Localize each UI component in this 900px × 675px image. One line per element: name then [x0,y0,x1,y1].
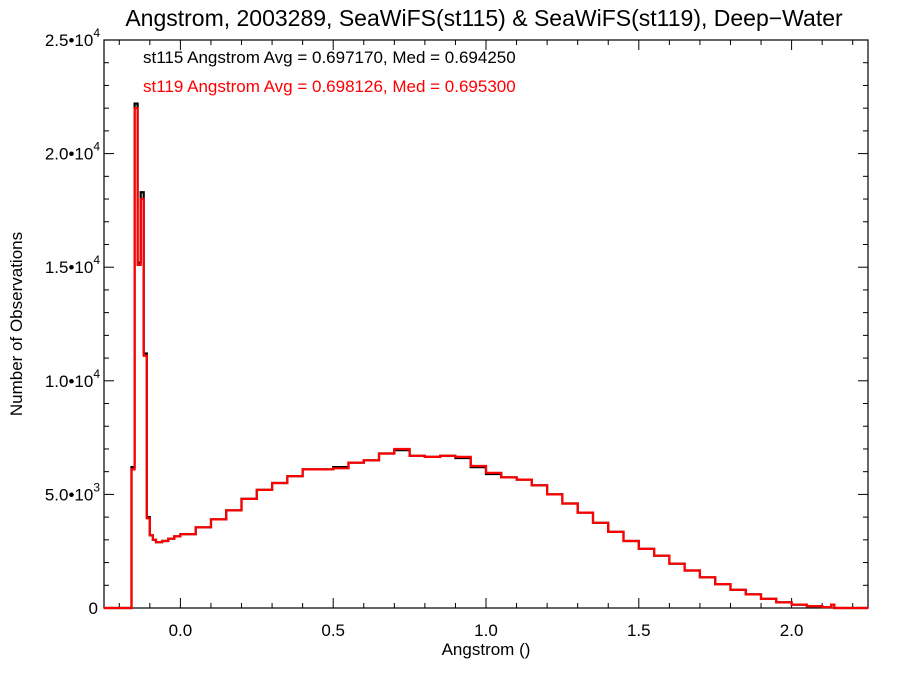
x-tick-label: 2.0 [780,621,804,640]
y-tick-label: 0 [89,599,98,618]
x-tick-label: 0.0 [169,621,193,640]
y-tick-label: 1.0•104 [45,367,101,391]
y-axis-label: Number of Observations [7,232,26,416]
annotation-st115: st115 Angstrom Avg = 0.697170, Med = 0.6… [143,48,516,67]
y-tick-label: 5.0•103 [45,480,101,504]
series-line-0 [104,102,868,610]
y-tick-label: 2.5•104 [45,26,101,50]
plot-frame [103,39,869,609]
x-tick-label: 1.0 [474,621,498,640]
x-tick-label: 0.5 [321,621,345,640]
x-axis-label: Angstrom () [442,640,531,659]
chart-title: Angstrom, 2003289, SeaWiFS(st115) & SeaW… [125,5,843,31]
x-tick-label: 1.5 [627,621,651,640]
series-line-1 [104,107,868,610]
y-axis: 0 5.0•103 1.0•104 1.5•104 2.0•104 2.5•104 [45,26,868,618]
series-layer [104,102,868,610]
y-tick-label: 2.0•104 [45,140,101,164]
x-axis: 0.0 0.5 1.0 1.5 2.0 [118,40,854,640]
annotation-st119: st119 Angstrom Avg = 0.698126, Med = 0.6… [143,77,516,96]
y-tick-label: 1.5•104 [45,253,101,277]
